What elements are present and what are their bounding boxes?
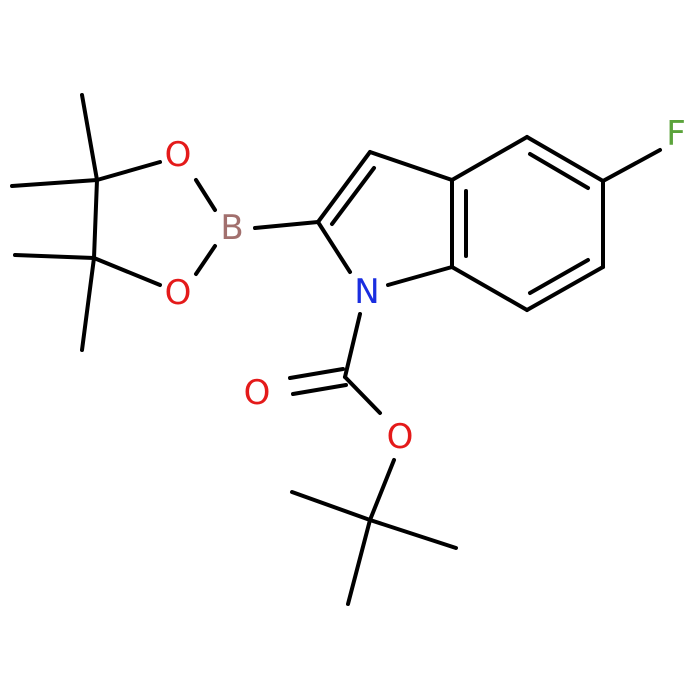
atom-label: B (220, 208, 243, 248)
bonds (10, 93, 662, 606)
atom-label: O (244, 373, 271, 413)
atom-label: O (165, 273, 192, 313)
atom-label: O (387, 417, 414, 457)
atom-label: F (666, 114, 686, 154)
atom-label: N (354, 272, 379, 312)
atom-label: O (165, 135, 192, 175)
